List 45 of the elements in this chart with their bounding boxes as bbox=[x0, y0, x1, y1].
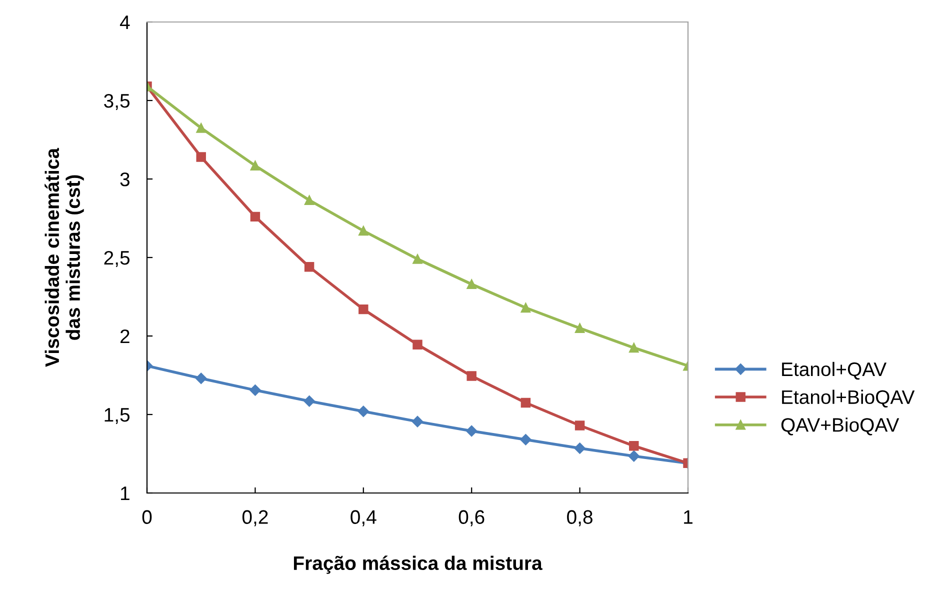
point bbox=[466, 425, 478, 437]
point bbox=[520, 434, 532, 446]
point bbox=[520, 398, 531, 408]
x-tick-label: 1 bbox=[684, 510, 692, 524]
point bbox=[412, 416, 424, 428]
point bbox=[466, 371, 476, 381]
x-tick-label: 0,8 bbox=[567, 510, 592, 526]
point bbox=[250, 212, 260, 222]
legend-label: Etanol+QAV bbox=[782, 362, 887, 380]
point bbox=[574, 442, 586, 454]
y-tick-label: 1,5 bbox=[104, 408, 130, 424]
point bbox=[196, 152, 206, 162]
legend-label: QAV+BioQAV bbox=[781, 418, 900, 436]
x-tick-label: 0 bbox=[142, 510, 152, 524]
point bbox=[358, 406, 370, 417]
x-axis-title: Fração mássica da mistura bbox=[294, 556, 542, 574]
point bbox=[195, 372, 207, 384]
y-tick-label: 2,5 bbox=[104, 250, 130, 268]
legend-label: Etanol+BioQAV bbox=[782, 390, 915, 408]
point bbox=[304, 396, 315, 407]
y-tick-label: 3,5 bbox=[104, 94, 130, 110]
y-axis-title: Viscosidade cinemática das misturas (cst) bbox=[44, 148, 84, 367]
point bbox=[520, 302, 531, 313]
point bbox=[358, 304, 368, 314]
x-tick-label: 0,6 bbox=[458, 510, 484, 526]
point bbox=[574, 323, 585, 334]
point bbox=[304, 195, 314, 206]
y-tick-label: 1 bbox=[121, 486, 130, 500]
point bbox=[304, 262, 314, 272]
point bbox=[196, 123, 206, 133]
point bbox=[629, 342, 639, 353]
point bbox=[628, 450, 640, 462]
x-tick-label: 0,2 bbox=[242, 510, 268, 526]
point bbox=[574, 420, 585, 430]
point bbox=[412, 254, 422, 264]
y-tick-label: 2 bbox=[120, 329, 130, 344]
point bbox=[412, 340, 422, 350]
point bbox=[629, 441, 639, 451]
point bbox=[358, 226, 368, 236]
y-tick-label: 4 bbox=[120, 16, 130, 30]
x-tick-label: 0,4 bbox=[350, 510, 376, 526]
point bbox=[250, 160, 260, 171]
y-tick-label: 3 bbox=[120, 172, 130, 186]
point bbox=[466, 279, 476, 290]
point bbox=[250, 384, 261, 396]
